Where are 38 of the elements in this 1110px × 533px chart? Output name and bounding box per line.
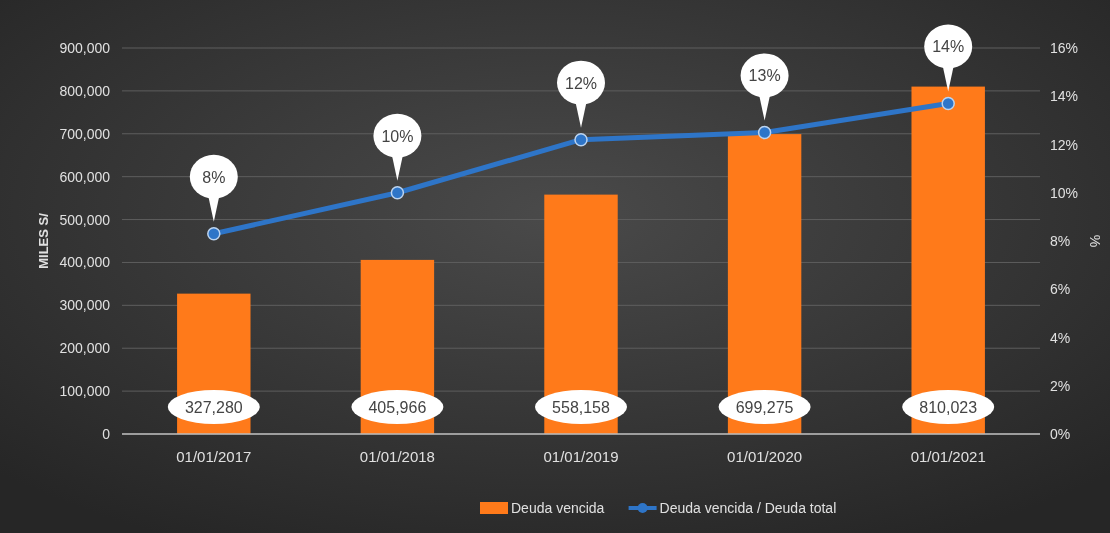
data-label: 13% [748, 67, 781, 85]
y2-axis-title: % [1087, 234, 1103, 248]
legend-label: Deuda vencida [511, 500, 605, 516]
data-label: 10% [381, 127, 414, 145]
data-label: 558,158 [552, 399, 611, 416]
y-tick-label: 500,000 [59, 211, 111, 228]
x-tick-label: 01/01/2018 [359, 448, 435, 465]
x-tick-label: 01/01/2017 [176, 448, 252, 465]
y-tick-label: 600,000 [59, 168, 111, 185]
y-tick-label: 200,000 [59, 340, 111, 357]
y2-tick-label: 0% [1050, 426, 1071, 442]
y-tick-label: 400,000 [59, 254, 111, 271]
legend-label: Deuda vencida / Deuda total [659, 500, 837, 516]
data-label: 8% [202, 168, 226, 186]
y2-tick-label: 4% [1050, 329, 1071, 346]
data-label: 699,275 [735, 399, 794, 416]
y2-tick-label: 14% [1050, 88, 1079, 105]
y2-tick-label: 2% [1050, 377, 1071, 394]
x-tick-label: 01/01/2020 [727, 448, 803, 465]
y2-tick-label: 12% [1050, 136, 1079, 153]
y-tick-label: 300,000 [59, 297, 111, 314]
x-tick-label: 01/01/2021 [910, 448, 986, 465]
y-axis-title: MILES S/ [36, 212, 51, 269]
data-label: 14% [932, 38, 965, 56]
y-tick-label: 900,000 [59, 40, 111, 56]
y2-tick-label: 16% [1050, 40, 1079, 56]
data-label: 12% [564, 74, 598, 92]
data-label: 327,280 [184, 399, 243, 416]
y2-tick-label: 10% [1050, 184, 1079, 201]
x-tick-label: 01/01/2019 [543, 448, 619, 465]
y2-tick-label: 8% [1050, 233, 1071, 249]
y-tick-label: 700,000 [59, 125, 111, 142]
y2-tick-label: 6% [1050, 281, 1071, 298]
y-tick-label: 0 [102, 426, 111, 442]
data-label: 405,966 [368, 399, 427, 416]
y-tick-label: 100,000 [59, 383, 111, 400]
y-tick-label: 800,000 [59, 82, 111, 99]
data-label: 810,023 [919, 399, 978, 416]
